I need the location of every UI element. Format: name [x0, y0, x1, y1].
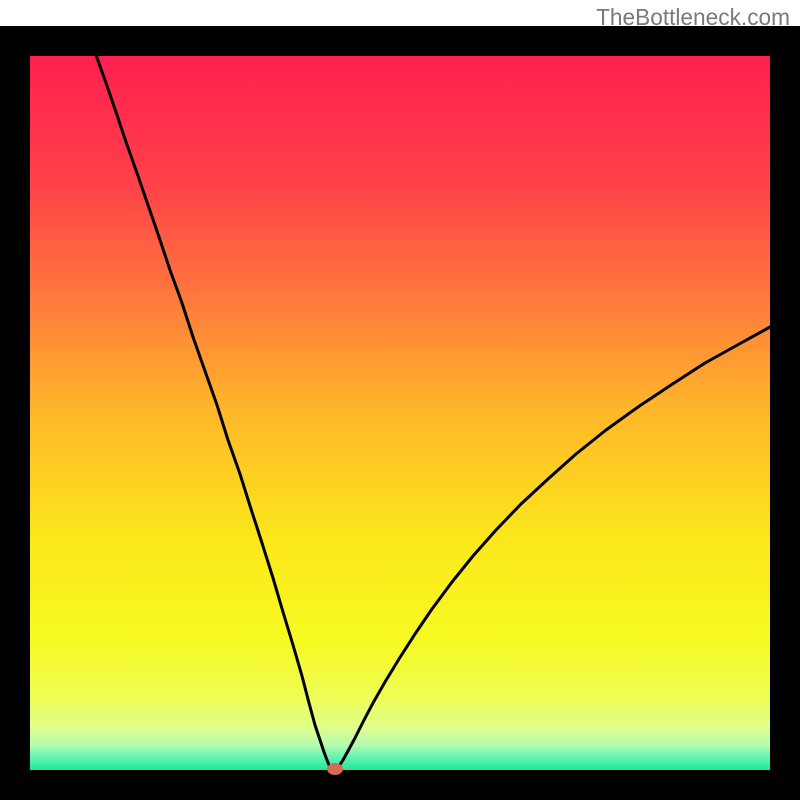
watermark-text: TheBottleneck.com [596, 4, 790, 31]
curve-polyline [87, 29, 770, 770]
optimal-point-marker [327, 763, 343, 775]
bottleneck-curve [0, 0, 800, 800]
bottleneck-chart: TheBottleneck.com [0, 0, 800, 800]
